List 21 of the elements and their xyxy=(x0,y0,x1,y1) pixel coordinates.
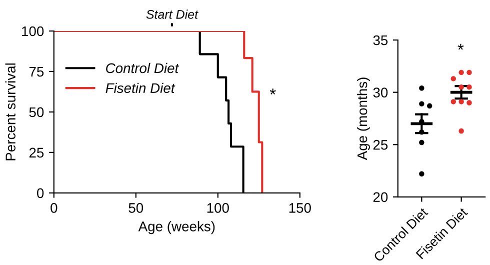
y-axis-title: Age (months) xyxy=(356,78,370,160)
y-tick-label: 25 xyxy=(373,140,388,150)
x-axis-title: Age (weeks) xyxy=(138,221,215,234)
y-tick-label: 30 xyxy=(373,88,388,98)
y-tick-label: 75 xyxy=(29,66,44,77)
annotation: * xyxy=(270,88,276,94)
annotation: * xyxy=(458,44,464,50)
y-tick-label: 25 xyxy=(29,148,44,158)
y-axis-title: Percent survival xyxy=(5,63,16,160)
x-tick-label: 50 xyxy=(128,203,144,213)
x-tick-label: 150 xyxy=(289,203,311,213)
x-tick-label: 0 xyxy=(50,203,58,213)
y-tick-label: 35 xyxy=(373,35,388,46)
x-tick-label: 100 xyxy=(207,203,229,213)
annotation: Start Diet xyxy=(146,10,198,19)
y-tick-label: 100 xyxy=(22,26,44,36)
legend-label: Fisetin Diet xyxy=(106,82,176,94)
y-tick-label: 20 xyxy=(373,192,388,202)
legend-label: Control Diet xyxy=(106,62,180,74)
y-tick-label: 0 xyxy=(36,188,44,198)
y-tick-label: 50 xyxy=(29,107,44,118)
